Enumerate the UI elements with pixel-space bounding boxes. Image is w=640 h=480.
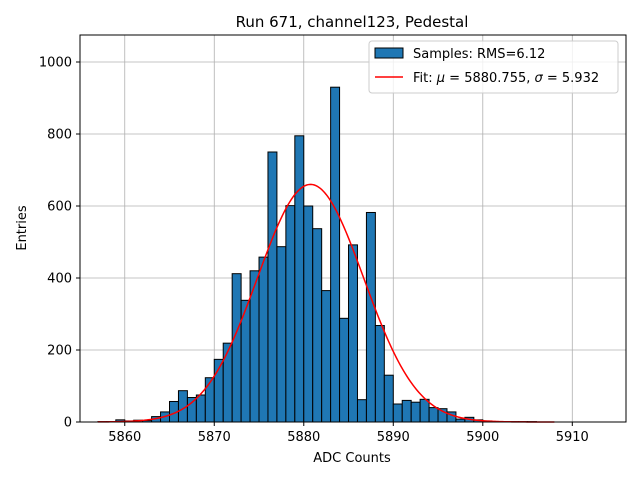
x-axis-label: ADC Counts [313,451,391,466]
histogram-bar [401,399,412,423]
histogram-bar [392,403,403,423]
chart-title: Run 671, channel123, Pedestal [236,13,469,31]
y-axis-ticks: 0 200 400 600 800 1000 [39,56,80,431]
histogram-bar [204,377,215,423]
x-tick-label: 5880 [287,430,320,445]
histogram-bar [258,256,269,423]
histogram-bar [222,342,233,423]
legend-label-samples: Samples: RMS=6.12 [413,47,545,62]
legend: Samples: RMS=6.12 Fit: μ = 5880.755, σ =… [368,40,619,94]
histogram-bar [294,135,305,423]
histogram-bar [348,244,358,423]
histogram-bar [330,86,341,423]
histogram-bar [419,398,430,423]
y-tick-label: 1000 [39,56,72,71]
x-axis-ticks: 5860 5870 5880 5890 5900 5910 [108,422,589,445]
histogram-bar [428,407,439,423]
histogram-bar [383,374,394,423]
histogram-bars [97,86,537,423]
histogram-bar [276,246,287,423]
histogram-bar [285,205,296,423]
fit-curve [97,183,555,423]
histogram-bar [186,397,197,423]
y-tick-label: 600 [47,200,72,215]
fit-curve-group [97,183,555,423]
y-tick-label: 200 [47,344,72,359]
y-tick-label: 800 [47,128,72,143]
legend-box [368,40,619,94]
x-tick-label: 5860 [108,430,141,445]
legend-swatch-samples [374,47,404,59]
x-tick-label: 5900 [466,430,499,445]
histogram-bar [267,151,278,423]
histogram-bar [339,317,350,423]
x-tick-label: 5910 [556,430,589,445]
y-tick-label: 400 [47,272,72,287]
histogram-bar [321,290,332,423]
histogram-bar [356,399,367,423]
y-axis-label: Entries [15,205,30,251]
histogram-bar [195,394,206,423]
plot-area-frame [79,34,627,423]
histogram-bar [365,211,376,423]
legend-label-fit: Fit: μ = 5880.755, σ = 5.932 [413,71,599,86]
x-tick-label: 5890 [377,430,410,445]
histogram-bar [231,273,242,423]
y-tick-label: 0 [64,416,72,431]
histogram-bar [312,228,323,423]
histogram-bar [303,205,314,423]
histogram-bar [374,325,385,423]
x-tick-label: 5870 [198,430,231,445]
histogram-bar [410,401,421,423]
